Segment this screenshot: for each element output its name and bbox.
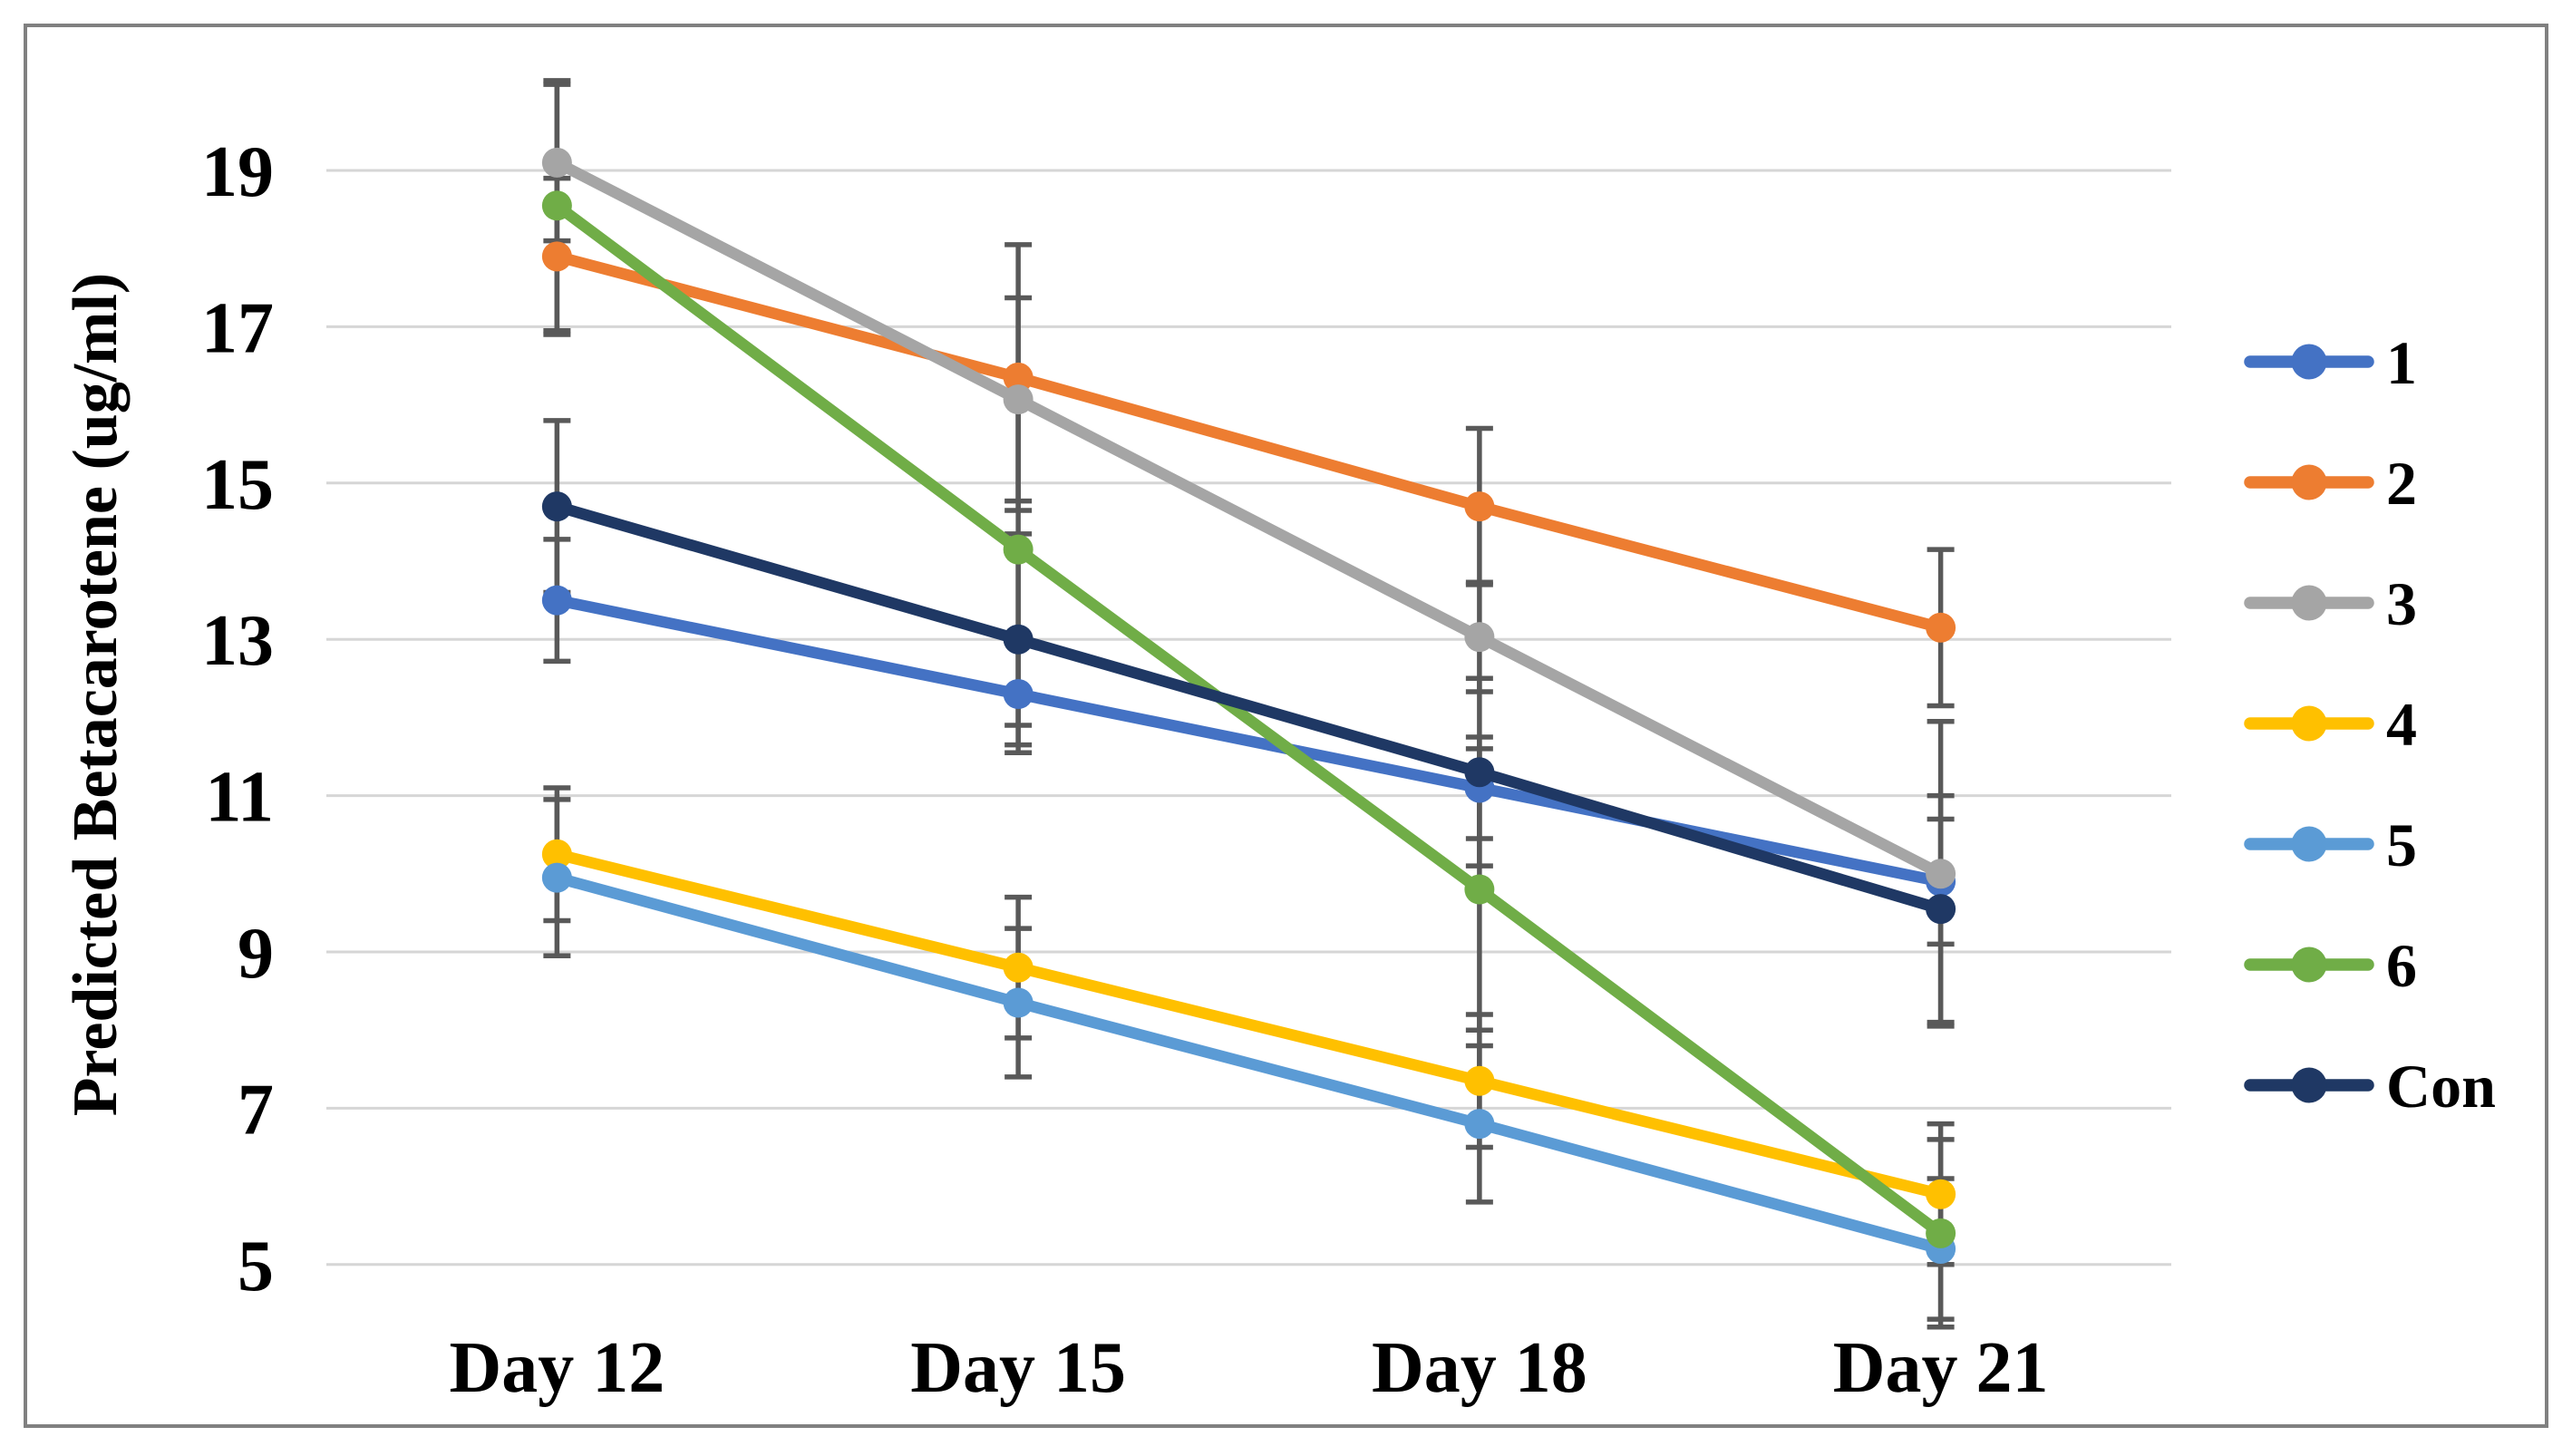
legend-label-1: 1 <box>2386 328 2417 397</box>
series-marker-3 <box>1003 384 1034 415</box>
y-tick-label: 11 <box>205 758 274 838</box>
series-4 <box>541 839 1956 1209</box>
series-marker-1 <box>1003 679 1034 710</box>
legend-item-Con: Con <box>2244 1052 2496 1121</box>
legend-marker-4 <box>2291 705 2327 742</box>
x-category-label: Day 12 <box>449 1328 665 1408</box>
series-marker-Con <box>1926 894 1956 925</box>
y-tick-label: 13 <box>201 601 274 681</box>
series-marker-6 <box>1464 874 1495 905</box>
legend-label-4: 4 <box>2386 690 2417 759</box>
legend-item-5: 5 <box>2244 811 2417 879</box>
gridlines <box>326 169 2171 1267</box>
legend-marker-Con <box>2291 1067 2327 1103</box>
series-marker-1 <box>541 585 572 616</box>
series-marker-Con <box>541 491 572 522</box>
y-tick-label: 15 <box>201 445 274 525</box>
series-marker-4 <box>1926 1179 1956 1209</box>
series-marker-3 <box>541 147 572 178</box>
series-marker-3 <box>1926 859 1956 889</box>
legend-marker-5 <box>2291 826 2327 862</box>
legend-item-1: 1 <box>2244 328 2417 397</box>
series-line-3 <box>551 157 1946 880</box>
series-marker-5 <box>1003 987 1034 1018</box>
series-line-2 <box>551 250 1946 634</box>
series-2 <box>541 241 1956 643</box>
legend-label-5: 5 <box>2386 811 2417 879</box>
x-category-label: Day 21 <box>1833 1328 2049 1408</box>
series-marker-4 <box>1003 952 1034 983</box>
series-marker-4 <box>541 839 572 869</box>
series-lines <box>541 147 1956 1265</box>
x-category-label: Day 15 <box>910 1328 1126 1408</box>
series-line-4 <box>551 849 1946 1200</box>
series-marker-2 <box>1926 612 1956 643</box>
series-marker-6 <box>1926 1218 1956 1248</box>
legend-label-6: 6 <box>2386 931 2417 1000</box>
series-marker-6 <box>1003 534 1034 565</box>
series-marker-4 <box>1464 1065 1495 1096</box>
chart-border <box>24 24 2548 1428</box>
series-marker-2 <box>541 241 572 272</box>
y-tick-label: 19 <box>201 132 274 212</box>
series-3 <box>541 147 1956 889</box>
series-marker-2 <box>1464 491 1495 522</box>
series-marker-2 <box>1003 362 1034 393</box>
series-Con <box>541 491 1956 925</box>
legend-label-3: 3 <box>2386 569 2417 638</box>
series-marker-Con <box>1464 757 1495 788</box>
series-marker-5 <box>1464 1109 1495 1140</box>
series-line-6 <box>551 199 1946 1239</box>
legend-label-2: 2 <box>2386 449 2417 518</box>
series-marker-3 <box>1464 622 1495 653</box>
legend-marker-1 <box>2291 344 2327 380</box>
y-tick-label: 7 <box>238 1070 274 1150</box>
y-axis-tick-labels: 19 17 15 13 11 9 7 5 <box>201 132 274 1306</box>
series-marker-6 <box>541 190 572 221</box>
legend: 1 2 3 4 5 6 Con <box>2244 328 2496 1121</box>
legend-marker-2 <box>2291 464 2327 500</box>
legend-label-Con: Con <box>2386 1052 2496 1121</box>
x-category-label: Day 18 <box>1372 1328 1587 1408</box>
y-axis-title: Predicted Betacarotene (ug/ml) <box>61 273 131 1116</box>
series-line-Con <box>551 500 1946 915</box>
legend-item-6: 6 <box>2244 931 2417 1000</box>
series-line-5 <box>551 871 1946 1255</box>
series-6 <box>541 190 1956 1248</box>
legend-item-4: 4 <box>2244 690 2417 759</box>
series-marker-5 <box>541 862 572 893</box>
x-axis-category-labels: Day 12 Day 15 Day 18 Day 21 <box>449 1328 2048 1408</box>
y-tick-label: 5 <box>238 1227 274 1306</box>
legend-item-2: 2 <box>2244 449 2417 518</box>
legend-item-3: 3 <box>2244 569 2417 638</box>
y-tick-label: 9 <box>238 914 274 994</box>
legend-marker-3 <box>2291 585 2327 621</box>
legend-marker-6 <box>2291 946 2327 983</box>
y-tick-label: 17 <box>201 288 274 368</box>
series-marker-Con <box>1003 624 1034 655</box>
